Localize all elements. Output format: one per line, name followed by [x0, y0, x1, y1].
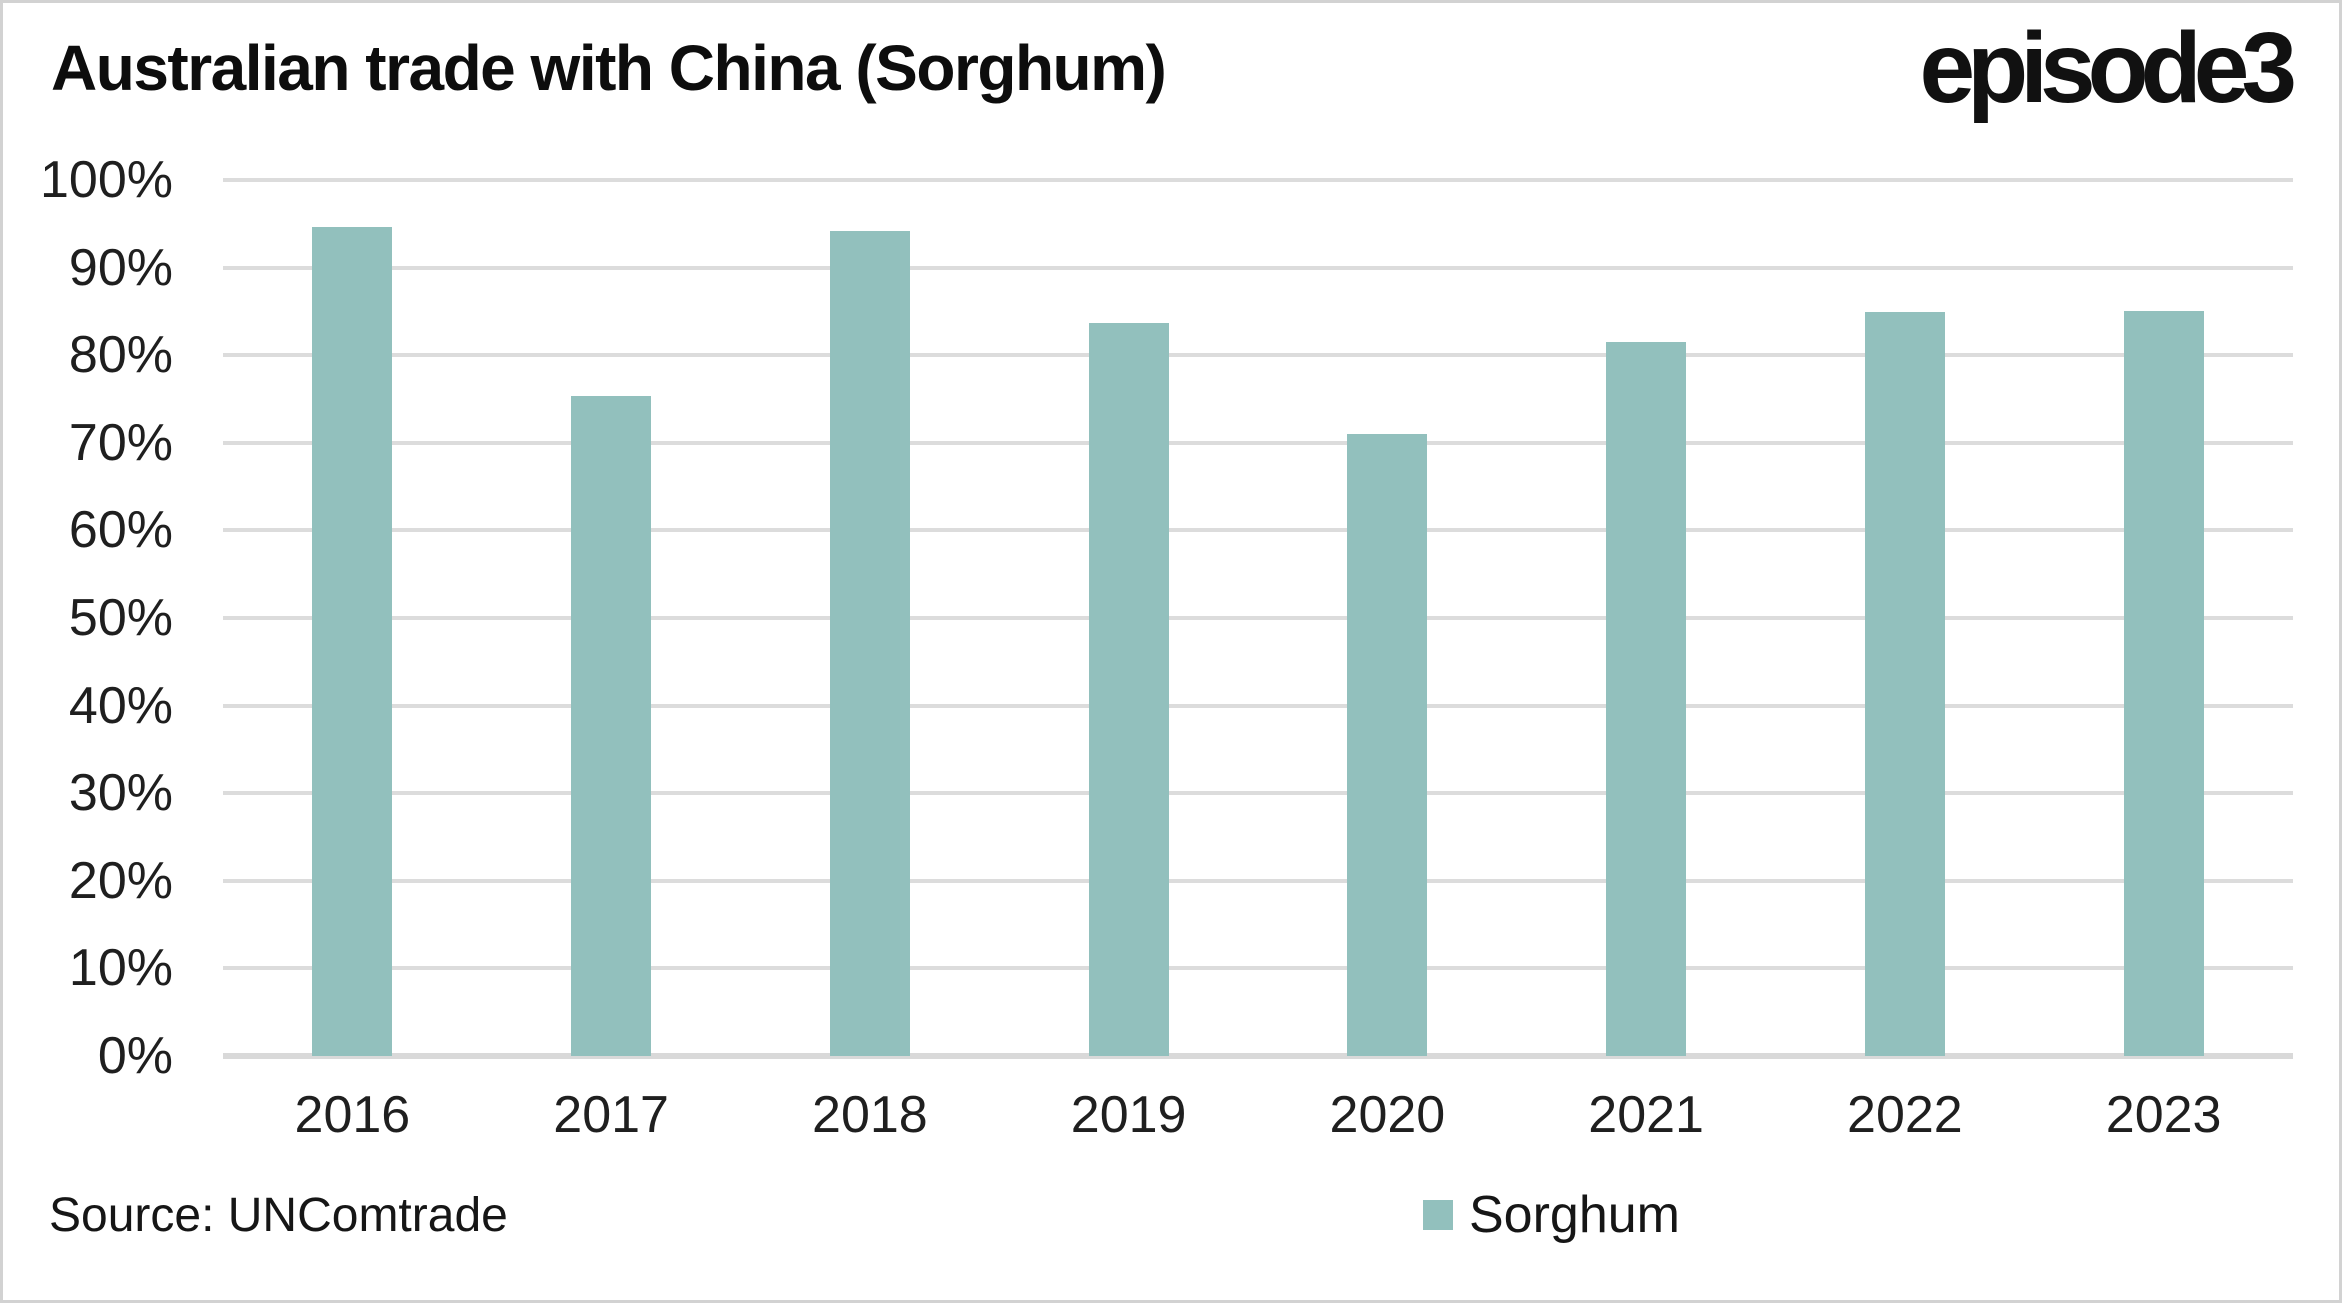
- y-tick-label: 70%: [68, 413, 173, 472]
- gridline: [223, 966, 2293, 971]
- y-tick-label: 100%: [40, 151, 173, 209]
- y-tick-label: 80%: [68, 326, 173, 385]
- bar-slot-2016: [223, 180, 482, 1056]
- x-tick-label-2021: 2021: [1588, 1086, 1704, 1144]
- bar-slot-2019: [999, 180, 1258, 1056]
- legend: Sorghum: [1423, 1185, 1680, 1245]
- y-tick-label: 40%: [68, 676, 173, 735]
- bar-series: [223, 180, 2293, 1056]
- gridline: [223, 528, 2293, 533]
- y-axis: 100% 90% 80% 70% 60% 50% 40% 30% 20% 10% 0%: [3, 151, 173, 1085]
- gridline: [223, 178, 2293, 182]
- bar-2020: [1347, 434, 1428, 1056]
- bar-2016: [312, 227, 393, 1056]
- source-note: Source: UNComtrade: [49, 1189, 508, 1242]
- gridline: [223, 265, 2293, 270]
- bar-2017: [571, 395, 652, 1056]
- bar-slot-2020: [1258, 180, 1517, 1056]
- y-tick-label: 90%: [68, 238, 173, 297]
- x-axis: 2016 2017 2018 2019 2020 2021 2022 2023: [223, 1085, 2293, 1145]
- gridline: [223, 616, 2293, 620]
- y-tick-label: 10%: [68, 939, 173, 998]
- bar-2021: [1606, 342, 1687, 1056]
- gridline: [223, 353, 2293, 358]
- y-tick-label: 50%: [68, 589, 173, 647]
- x-tick-label-2020: 2020: [1329, 1086, 1446, 1144]
- y-tick-label: 30%: [68, 764, 173, 823]
- bar-slot-2022: [1776, 180, 2035, 1056]
- bar-slot-2023: [2034, 180, 2293, 1056]
- x-tick-label-2023: 2023: [2105, 1086, 2222, 1144]
- y-tick-label: 60%: [68, 501, 173, 560]
- bar-2023: [2123, 310, 2204, 1056]
- bar-2022: [1864, 312, 1945, 1056]
- x-tick-label-2022: 2022: [1847, 1086, 1963, 1144]
- episode3-logo: episode3: [1919, 12, 2297, 124]
- bar-2018: [829, 230, 910, 1056]
- x-tick-label-2016: 2016: [294, 1086, 411, 1144]
- x-tick-label-2018: 2018: [812, 1086, 928, 1144]
- gridline: [223, 791, 2293, 796]
- bar-slot-2021: [1517, 180, 1776, 1056]
- x-axis-line: [223, 1053, 2293, 1059]
- legend-swatch-icon: [1423, 1200, 1453, 1230]
- bar-slot-2017: [482, 180, 741, 1056]
- legend-label: Sorghum: [1469, 1186, 1680, 1244]
- chart-title: Australian trade with China (Sorghum): [51, 32, 1167, 104]
- bar-slot-2018: [741, 180, 1000, 1056]
- gridline: [223, 440, 2293, 445]
- gridline: [223, 878, 2293, 883]
- y-tick-label: 20%: [68, 851, 173, 910]
- y-tick-label: 0%: [97, 1027, 173, 1085]
- x-tick-label-2019: 2019: [1070, 1086, 1187, 1144]
- x-tick-label-2017: 2017: [553, 1086, 669, 1144]
- plot-area: [223, 178, 2293, 1059]
- bar-2019: [1088, 322, 1169, 1056]
- gridline: [223, 703, 2293, 708]
